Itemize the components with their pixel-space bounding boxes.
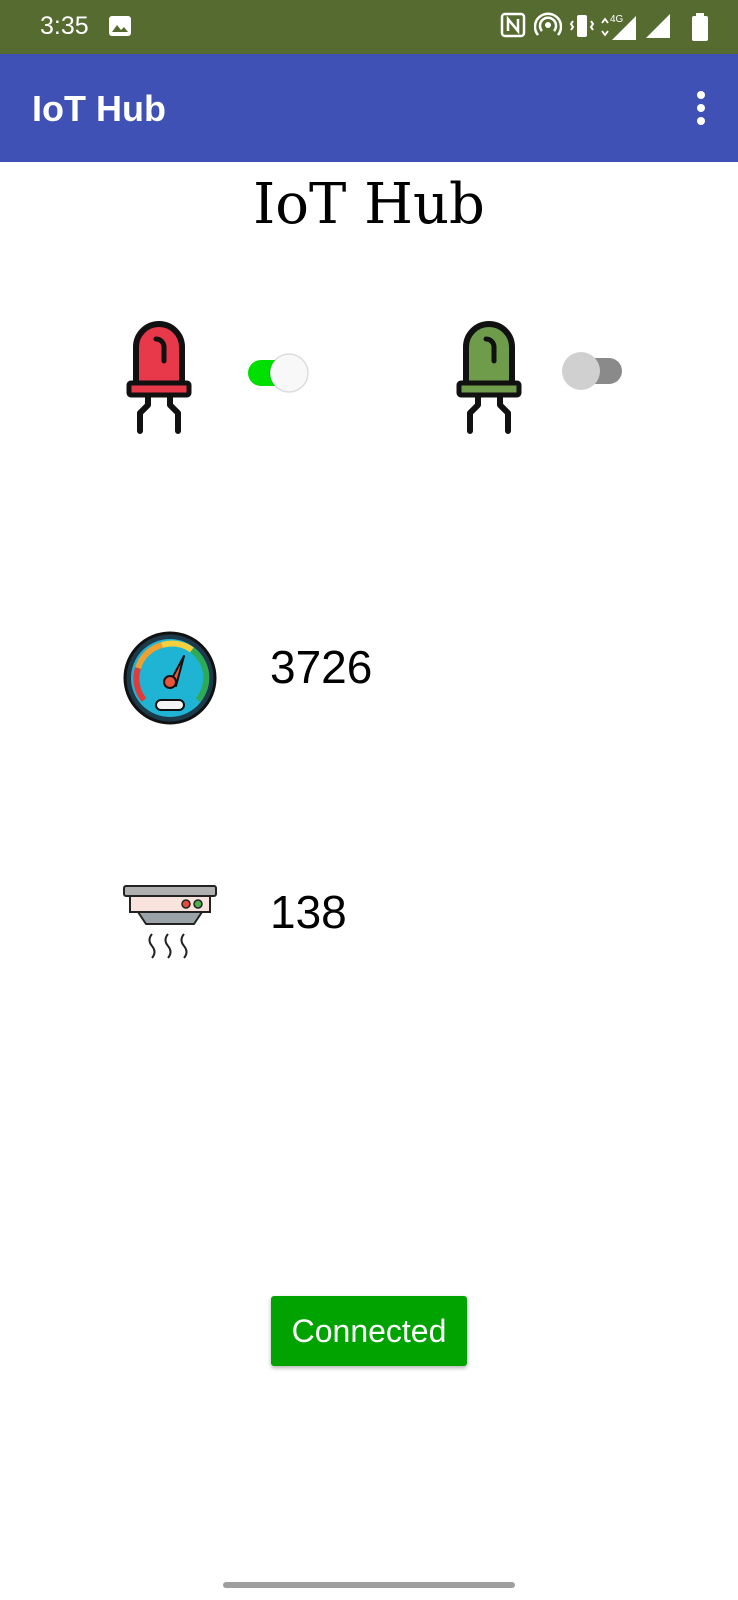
- vibrate-icon: [569, 15, 595, 37]
- nfc-icon: [500, 12, 526, 38]
- red-led-icon: [126, 321, 192, 434]
- home-indicator[interactable]: [223, 1582, 515, 1588]
- app-bar-title: IoT Hub: [32, 88, 166, 129]
- hotspot-icon: [534, 12, 562, 36]
- green-led-switch[interactable]: [560, 348, 626, 394]
- red-led-switch[interactable]: [246, 350, 312, 396]
- status-bar: 3:35 4G: [0, 0, 738, 54]
- smoke-detector-icon: [123, 885, 217, 959]
- battery-icon: [692, 13, 708, 41]
- speedometer-icon: [123, 631, 217, 725]
- image-notification-icon: [109, 16, 131, 36]
- gauge-value: 3726: [270, 641, 373, 693]
- app-bar: IoT Hub: [0, 54, 738, 162]
- page-title: IoT Hub: [253, 172, 485, 237]
- smoke-value: 138: [270, 886, 347, 938]
- signal-icon: [646, 14, 670, 38]
- green-led-icon: [456, 321, 522, 434]
- status-time: 3:35: [40, 12, 89, 40]
- signal-4g-icon: 4G: [601, 14, 636, 40]
- svg-text:4G: 4G: [610, 14, 624, 25]
- connected-button[interactable]: Connected: [271, 1296, 467, 1366]
- more-vert-icon[interactable]: [694, 90, 708, 126]
